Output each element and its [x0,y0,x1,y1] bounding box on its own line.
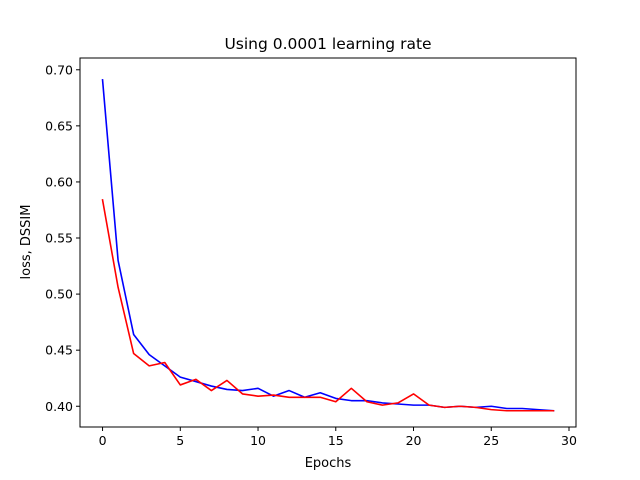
y-tick-label: 0.40 [45,399,73,414]
x-tick-label: 25 [483,433,499,448]
plot-frame [79,57,577,428]
y-tick-label: 0.60 [45,174,73,189]
x-tick-label: 0 [99,433,107,448]
y-axis: 0.40 0.45 0.50 0.55 0.60 0.65 0.70 [45,62,80,414]
x-tick-label: 20 [406,433,422,448]
chart-title: Using 0.0001 learning rate [224,35,431,53]
x-axis: 0 5 10 15 20 25 30 [99,427,577,448]
x-axis-label: Epochs [305,456,352,471]
series-line-2 [101,198,555,412]
y-tick-label: 0.70 [45,62,73,77]
y-tick-label: 0.50 [45,287,73,302]
series-layer [101,79,555,412]
x-tick-label: 10 [250,433,266,448]
y-axis-label: loss, DSSIM [19,205,34,280]
y-tick-label: 0.65 [45,118,73,133]
x-tick-label: 30 [561,433,577,448]
y-tick-label: 0.55 [45,231,73,246]
y-tick-label: 0.45 [45,343,73,358]
x-tick-label: 15 [328,433,344,448]
x-tick-label: 5 [176,433,184,448]
